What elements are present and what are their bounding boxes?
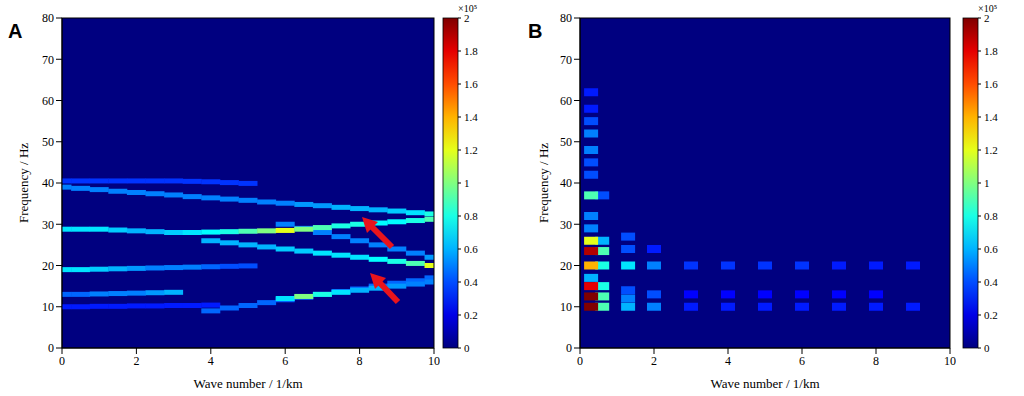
svg-text:10: 10 [42, 300, 54, 314]
svg-text:2: 2 [651, 354, 657, 368]
svg-text:0.4: 0.4 [984, 276, 998, 288]
svg-text:0: 0 [48, 341, 54, 355]
svg-text:×10⁵: ×10⁵ [978, 3, 997, 14]
svg-text:50: 50 [560, 135, 572, 149]
svg-text:70: 70 [560, 53, 572, 67]
svg-text:80: 80 [42, 11, 54, 25]
svg-text:1: 1 [984, 177, 990, 189]
svg-text:0.6: 0.6 [984, 243, 998, 255]
svg-text:70: 70 [42, 53, 54, 67]
svg-text:0: 0 [464, 342, 470, 354]
svg-text:1.6: 1.6 [464, 78, 478, 90]
svg-text:50: 50 [42, 135, 54, 149]
svg-text:×10⁵: ×10⁵ [458, 3, 477, 14]
svg-text:0: 0 [566, 341, 572, 355]
svg-text:80: 80 [560, 11, 572, 25]
svg-text:10: 10 [560, 300, 572, 314]
svg-text:40: 40 [560, 176, 572, 190]
svg-text:0: 0 [577, 354, 583, 368]
svg-text:0: 0 [984, 342, 990, 354]
svg-text:Wave number / 1/km: Wave number / 1/km [710, 376, 819, 391]
svg-text:1.2: 1.2 [984, 144, 998, 156]
svg-text:4: 4 [208, 354, 214, 368]
svg-text:60: 60 [42, 94, 54, 108]
svg-text:0.2: 0.2 [984, 309, 998, 321]
svg-text:1.8: 1.8 [464, 45, 478, 57]
svg-text:Frequency / Hz: Frequency / Hz [16, 143, 31, 223]
svg-text:0.2: 0.2 [464, 309, 478, 321]
svg-text:4: 4 [725, 354, 731, 368]
svg-text:A: A [8, 20, 22, 42]
svg-text:10: 10 [944, 354, 956, 368]
svg-text:2: 2 [464, 12, 470, 24]
svg-text:1.8: 1.8 [984, 45, 998, 57]
svg-text:0: 0 [59, 354, 65, 368]
svg-text:0.8: 0.8 [464, 210, 478, 222]
svg-text:6: 6 [282, 354, 288, 368]
svg-text:2: 2 [984, 12, 990, 24]
svg-text:1.6: 1.6 [984, 78, 998, 90]
svg-text:20: 20 [42, 259, 54, 273]
svg-text:30: 30 [42, 218, 54, 232]
svg-text:8: 8 [357, 354, 363, 368]
svg-text:1.4: 1.4 [984, 111, 998, 123]
svg-text:6: 6 [799, 354, 805, 368]
svg-text:60: 60 [560, 94, 572, 108]
svg-text:1: 1 [464, 177, 470, 189]
svg-text:20: 20 [560, 259, 572, 273]
svg-text:1.4: 1.4 [464, 111, 478, 123]
svg-text:40: 40 [42, 176, 54, 190]
svg-text:0.4: 0.4 [464, 276, 478, 288]
svg-text:10: 10 [428, 354, 440, 368]
svg-text:1.2: 1.2 [464, 144, 478, 156]
svg-text:Wave number / 1/km: Wave number / 1/km [193, 376, 302, 391]
svg-text:B: B [528, 20, 542, 42]
svg-text:0.8: 0.8 [984, 210, 998, 222]
svg-text:0.6: 0.6 [464, 243, 478, 255]
svg-text:2: 2 [133, 354, 139, 368]
svg-text:8: 8 [873, 354, 879, 368]
svg-text:30: 30 [560, 218, 572, 232]
svg-text:Frequency / Hz: Frequency / Hz [536, 143, 551, 223]
